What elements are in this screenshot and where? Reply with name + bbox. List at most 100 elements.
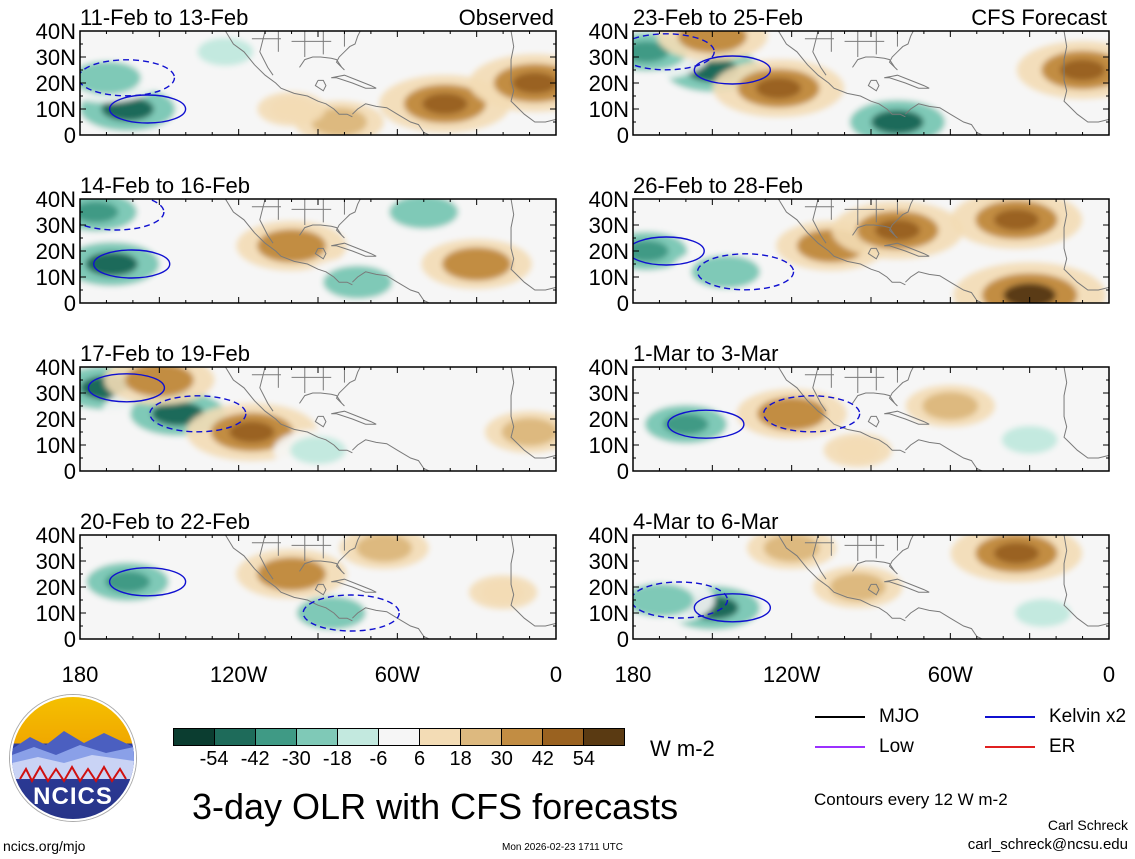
panel-subtitle: CFS Forecast [971, 5, 1107, 30]
coastline [331, 578, 377, 593]
x-tick-label: 180 [62, 662, 99, 687]
olr-anomaly [934, 398, 966, 414]
coastline [299, 367, 361, 407]
kelvin-contour [108, 94, 187, 124]
map-panel-fcst-3: 1-Mar to 3-Mar [632, 341, 1110, 472]
olr-anomaly [151, 401, 205, 426]
footer-site[interactable]: ncics.org/mjo [3, 838, 86, 854]
y-tick-label: 20N [589, 407, 629, 432]
olr-anomaly [272, 564, 311, 584]
coastline [867, 79, 880, 92]
kelvin-contour [302, 594, 400, 632]
kelvin-contour [633, 33, 715, 71]
panel-subtitle: Observed [459, 5, 554, 30]
footer-email[interactable]: carl_schreck@ncsu.edu [967, 836, 1128, 853]
logo-text: NCICS [33, 783, 113, 810]
coastline [867, 583, 880, 596]
legend-label: MJO [879, 706, 920, 727]
kelvin-contour [93, 249, 171, 279]
coastline [778, 199, 906, 286]
y-tick-label: 20N [36, 239, 76, 264]
y-tick-label: 0 [64, 291, 76, 316]
olr-anomaly [272, 236, 311, 255]
kelvin-contour [108, 567, 187, 597]
olr-anomaly [772, 404, 811, 423]
olr-anomaly [776, 540, 808, 556]
colorbar-swatch [378, 729, 419, 745]
colorbar-tick-label: -6 [369, 748, 388, 770]
y-tick-label: 40N [36, 523, 76, 548]
legend-line-icon [815, 746, 865, 748]
coastline [1063, 199, 1109, 291]
olr-anomaly [512, 72, 556, 94]
y-tick-label: 40N [589, 523, 629, 548]
legend-line-icon [815, 716, 865, 718]
x-tick-label: 120W [210, 662, 268, 687]
coastline [510, 535, 556, 627]
coastline [352, 607, 430, 639]
legend-label: ER [1049, 736, 1076, 757]
y-tick-label: 30N [589, 213, 629, 238]
main-title: 3-day OLR with CFS forecasts [192, 786, 679, 827]
colorbar-tick-label: 54 [572, 748, 596, 770]
coastline [259, 367, 274, 412]
olr-anomaly [514, 424, 545, 440]
y-tick-label: 0 [64, 627, 76, 652]
olr-anomaly [104, 571, 151, 593]
map-panel-obs-1: 11-Feb to 13-Feb Observed [79, 5, 557, 136]
olr-anomaly [993, 542, 1040, 564]
coastline [778, 535, 906, 622]
olr-anomaly [229, 421, 275, 443]
colorbar-swatch [174, 729, 214, 745]
coastline [1063, 31, 1109, 123]
coastline [867, 247, 880, 260]
map-panel-fcst-1: 23-Feb to 25-Feb CFS Forecast [632, 5, 1110, 136]
x-tick-label: 0 [1103, 662, 1115, 687]
y-tick-label: 0 [617, 459, 629, 484]
y-tick-label: 40N [36, 187, 76, 212]
x-tick-label: 0 [550, 662, 562, 687]
coastline [884, 242, 930, 257]
coastline [225, 199, 353, 286]
colorbar-tick-label: -18 [322, 748, 352, 770]
y-tick-label: 40N [589, 355, 629, 380]
y-tick-label: 40N [36, 19, 76, 44]
legend-label: Kelvin x2 [1049, 706, 1127, 727]
coastline [314, 79, 327, 92]
y-tick-label: 0 [617, 123, 629, 148]
coastline [778, 367, 906, 454]
footer-timestamp: Mon 2026-02-23 1711 UTC [502, 842, 623, 853]
y-tick-label: 10N [589, 97, 629, 122]
ncics-logo: NCICS [10, 695, 136, 821]
y-tick-label: 30N [589, 549, 629, 574]
kelvin-contour [693, 55, 772, 85]
kelvin-contour [693, 593, 772, 623]
y-tick-label: 40N [589, 19, 629, 44]
olr-anomaly [338, 273, 377, 292]
olr-anomaly [80, 201, 119, 223]
olr-anomaly [312, 603, 351, 623]
y-tick-label: 0 [64, 123, 76, 148]
coastline [812, 535, 827, 580]
coastline [225, 535, 353, 622]
panel-title: 11-Feb to 13-Feb [80, 5, 248, 30]
colorbar [173, 728, 625, 746]
kelvin-contour [87, 373, 166, 403]
panel-title: 17-Feb to 19-Feb [80, 341, 250, 366]
panel-title: 20-Feb to 22-Feb [80, 509, 250, 534]
olr-anomaly [404, 202, 443, 222]
coastline [905, 271, 983, 303]
coastline [225, 31, 353, 118]
y-tick-label: 10N [589, 265, 629, 290]
colorbar-swatch [501, 729, 542, 745]
coastline [905, 103, 983, 135]
colorbar-units: W m-2 [650, 736, 715, 761]
olr-anomaly [210, 44, 241, 60]
coastline [352, 439, 430, 471]
colorbar-swatch [255, 729, 296, 745]
coastline [314, 415, 327, 428]
y-tick-label: 10N [589, 433, 629, 458]
olr-anomaly [640, 590, 679, 610]
coastline [299, 31, 361, 71]
coastline [352, 271, 430, 303]
